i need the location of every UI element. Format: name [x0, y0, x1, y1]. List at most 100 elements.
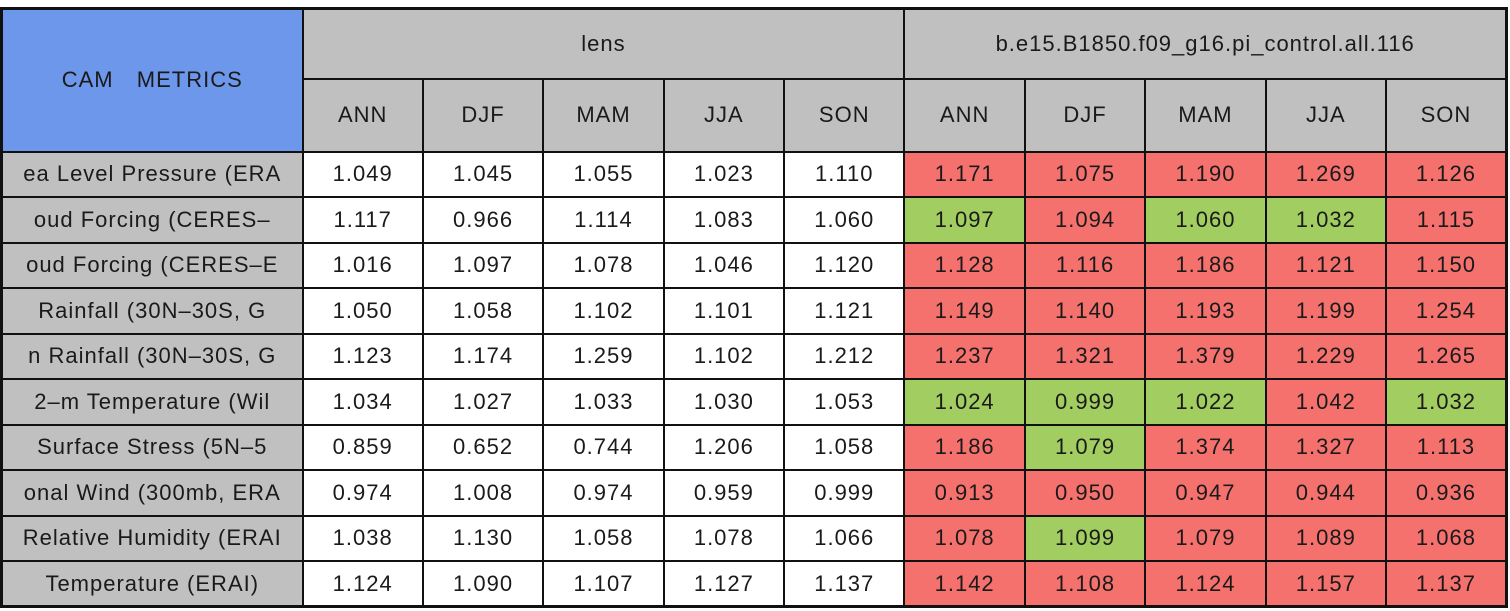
- control-value-cell: 1.321: [1023, 332, 1147, 380]
- lens-value-cell: 1.053: [783, 378, 906, 426]
- row-label: Temperature (ERAI): [0, 560, 304, 608]
- control-value-cell: 0.947: [1144, 469, 1267, 517]
- table-row: oud Forcing (CERES– 1.117 0.966 1.114 1.083 1…: [0, 196, 1508, 244]
- column-group-lens: lens: [301, 7, 906, 80]
- lens-value-cell: 1.078: [662, 514, 786, 562]
- control-value-cell: 1.142: [903, 560, 1026, 608]
- control-value-cell: 1.121: [1264, 241, 1388, 289]
- control-value-cell: 1.171: [903, 150, 1026, 198]
- lens-value-cell: 0.974: [301, 469, 424, 517]
- control-value-cell: 1.116: [1023, 241, 1147, 289]
- lens-value-cell: 1.045: [421, 150, 545, 198]
- season-header-control-mam: MAM: [1144, 77, 1267, 153]
- lens-value-cell: 1.110: [783, 150, 906, 198]
- control-value-cell: 1.186: [1144, 241, 1267, 289]
- row-label: ea Level Pressure (ERA: [0, 150, 304, 198]
- lens-value-cell: 1.137: [783, 560, 906, 608]
- control-value-cell: 1.108: [1023, 560, 1147, 608]
- control-value-cell: 1.186: [903, 423, 1026, 471]
- table-row: 2–m Temperature (Wil 1.034 1.027 1.033 1.030…: [0, 378, 1508, 426]
- season-header-control-jja: JJA: [1264, 77, 1388, 153]
- lens-value-cell: 1.016: [301, 241, 424, 289]
- control-value-cell: 1.079: [1144, 514, 1267, 562]
- season-header-lens-ann: ANN: [301, 77, 424, 153]
- row-label: n Rainfall (30N–30S, G: [0, 332, 304, 380]
- control-value-cell: 0.936: [1385, 469, 1508, 517]
- control-value-cell: 1.150: [1385, 241, 1508, 289]
- lens-value-cell: 1.259: [542, 332, 665, 380]
- lens-value-cell: 1.127: [662, 560, 786, 608]
- control-value-cell: 1.113: [1385, 423, 1508, 471]
- lens-value-cell: 0.999: [783, 469, 906, 517]
- lens-value-cell: 1.090: [421, 560, 545, 608]
- control-value-cell: 1.137: [1385, 560, 1508, 608]
- control-value-cell: 1.229: [1264, 332, 1388, 380]
- control-value-cell: 1.265: [1385, 332, 1508, 380]
- lens-value-cell: 1.049: [301, 150, 424, 198]
- lens-value-cell: 1.107: [542, 560, 665, 608]
- control-value-cell: 0.999: [1023, 378, 1147, 426]
- lens-value-cell: 1.097: [421, 241, 545, 289]
- lens-value-cell: 1.102: [662, 332, 786, 380]
- control-value-cell: 1.075: [1023, 150, 1147, 198]
- control-value-cell: 1.042: [1264, 378, 1388, 426]
- control-value-cell: 1.089: [1264, 514, 1388, 562]
- lens-value-cell: 1.102: [542, 287, 665, 335]
- control-value-cell: 1.157: [1264, 560, 1388, 608]
- lens-value-cell: 1.008: [421, 469, 545, 517]
- table-row: Rainfall (30N–30S, G 1.050 1.058 1.102 1.101…: [0, 287, 1508, 335]
- season-header-lens-jja: JJA: [662, 77, 786, 153]
- control-value-cell: 1.128: [903, 241, 1026, 289]
- control-value-cell: 1.254: [1385, 287, 1508, 335]
- row-label: 2–m Temperature (Wil: [0, 378, 304, 426]
- lens-value-cell: 1.206: [662, 423, 786, 471]
- lens-value-cell: 1.114: [542, 196, 665, 244]
- lens-value-cell: 1.123: [301, 332, 424, 380]
- season-header-control-ann: ANN: [903, 77, 1026, 153]
- lens-value-cell: 1.030: [662, 378, 786, 426]
- control-value-cell: 0.944: [1264, 469, 1388, 517]
- control-value-cell: 1.078: [903, 514, 1026, 562]
- lens-value-cell: 1.033: [542, 378, 665, 426]
- cam-metrics-table: CAM METRICS lens b.e15.B1850.f09_g16.pi_…: [0, 7, 1508, 608]
- season-header-control-djf: DJF: [1023, 77, 1147, 153]
- control-value-cell: 0.950: [1023, 469, 1147, 517]
- control-value-cell: 1.032: [1264, 196, 1388, 244]
- lens-value-cell: 0.652: [421, 423, 545, 471]
- control-value-cell: 0.913: [903, 469, 1026, 517]
- lens-value-cell: 1.023: [662, 150, 786, 198]
- control-value-cell: 1.269: [1264, 150, 1388, 198]
- lens-value-cell: 1.038: [301, 514, 424, 562]
- season-header-lens-son: SON: [783, 77, 906, 153]
- season-header-control-son: SON: [1385, 77, 1508, 153]
- control-value-cell: 1.022: [1144, 378, 1267, 426]
- control-value-cell: 1.097: [903, 196, 1026, 244]
- lens-value-cell: 1.101: [662, 287, 786, 335]
- control-value-cell: 1.115: [1385, 196, 1508, 244]
- lens-value-cell: 1.055: [542, 150, 665, 198]
- lens-value-cell: 1.066: [783, 514, 906, 562]
- table-title: CAM METRICS: [0, 7, 304, 153]
- row-label: onal Wind (300mb, ERA: [0, 469, 304, 517]
- row-label: oud Forcing (CERES–E: [0, 241, 304, 289]
- row-label: Surface Stress (5N–5: [0, 423, 304, 471]
- lens-value-cell: 1.124: [301, 560, 424, 608]
- lens-value-cell: 1.050: [301, 287, 424, 335]
- control-value-cell: 1.126: [1385, 150, 1508, 198]
- lens-value-cell: 1.034: [301, 378, 424, 426]
- table-row: Surface Stress (5N–5 0.859 0.652 0.744 1.206…: [0, 423, 1508, 471]
- season-header-lens-djf: DJF: [421, 77, 545, 153]
- lens-value-cell: 0.959: [662, 469, 786, 517]
- row-label: Relative Humidity (ERAI: [0, 514, 304, 562]
- season-header-lens-mam: MAM: [542, 77, 665, 153]
- table-row: Temperature (ERAI) 1.124 1.090 1.107 1.127 1.…: [0, 560, 1508, 608]
- control-value-cell: 1.190: [1144, 150, 1267, 198]
- control-value-cell: 1.237: [903, 332, 1026, 380]
- column-group-pi-control: b.e15.B1850.f09_g16.pi_control.all.116: [903, 7, 1508, 80]
- control-value-cell: 1.149: [903, 287, 1026, 335]
- lens-value-cell: 1.117: [301, 196, 424, 244]
- table-row: onal Wind (300mb, ERA 0.974 1.008 0.974 0.95…: [0, 469, 1508, 517]
- lens-value-cell: 1.046: [662, 241, 786, 289]
- lens-value-cell: 0.744: [542, 423, 665, 471]
